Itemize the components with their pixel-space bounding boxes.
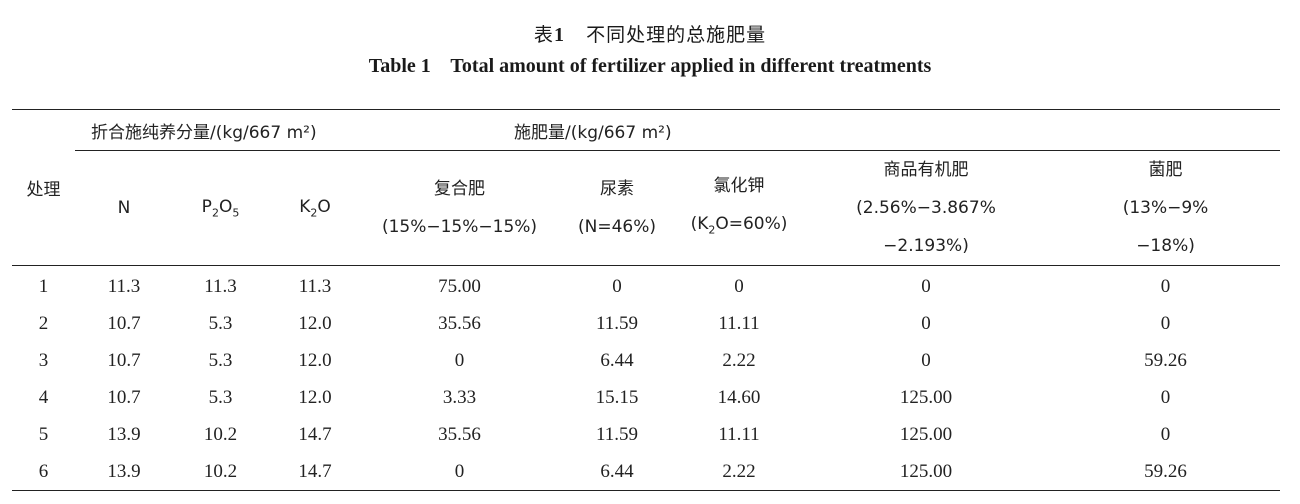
table-body: 1 11.3 11.3 11.3 75.00 0 0 0 0 2 10.7 5.3 12.0 35.56 1… xyxy=(12,266,1281,491)
table-cell: 3 xyxy=(38,349,49,371)
table-cell: 0 xyxy=(454,349,465,371)
table-cell: 0 xyxy=(1160,386,1171,408)
table-cell: 125.00 xyxy=(899,386,953,408)
table-cell: 10.7 xyxy=(107,349,141,371)
table-cell: 13.9 xyxy=(107,423,141,445)
table-cell: 11.3 xyxy=(204,275,237,297)
fertilizer-table: 处理 折合施纯养分量/(kg/667 m²) 施肥量/(kg/667 m²) N… xyxy=(12,109,1281,491)
header-group-nutrient: 折合施纯养分量/(kg/667 m²) xyxy=(75,109,362,151)
table-cell: 2.22 xyxy=(677,453,801,491)
header-potassium-chloride: 氯化钾 (K2O=60%) xyxy=(677,150,801,266)
table-title-cn: 表1 不同处理的总施肥量 xyxy=(0,20,1300,47)
table-cell: 11.3 xyxy=(107,275,141,297)
table-cell: 59.26 xyxy=(1051,453,1281,491)
table-cell: 10.2 xyxy=(173,453,268,491)
table-cell: 4 xyxy=(38,386,49,408)
table-cell: 0 xyxy=(921,312,931,334)
table-cell: 5.3 xyxy=(208,312,233,334)
table-cell: 5.3 xyxy=(208,349,233,371)
table-cell: 0 xyxy=(1160,275,1171,297)
header-p2o5: P2O5 xyxy=(173,150,268,266)
table-cell: 14.7 xyxy=(268,453,362,491)
table-cell: 6.44 xyxy=(600,349,634,371)
table-cell: 15.15 xyxy=(595,386,639,408)
table-cell: 3.33 xyxy=(442,386,477,408)
table-cell: 10.2 xyxy=(203,423,238,445)
table-row: 5 13.9 10.2 14.7 35.56 11.59 11.11 125.00 0 xyxy=(12,416,1280,453)
table-cell: 12.0 xyxy=(298,349,332,371)
table-cell: 0 xyxy=(921,275,931,297)
table-row: 1 11.3 11.3 11.3 75.00 0 0 0 0 xyxy=(12,266,1280,306)
header-organic-fertilizer: 商品有机肥 (2.56%−3.867% −2.193%) xyxy=(801,150,1051,266)
table-cell: 10.7 xyxy=(107,312,141,334)
table-cell: 6 xyxy=(12,453,75,491)
table-cell: 5.3 xyxy=(208,386,233,408)
table-cell: 0 xyxy=(734,275,744,297)
table-cell: 75.00 xyxy=(438,275,481,297)
table-row: 3 10.7 5.3 12.0 0 6.44 2.22 0 59.26 xyxy=(12,342,1280,379)
header-k2o: K2O xyxy=(268,150,362,266)
header-treatment: 处理 xyxy=(12,109,75,266)
table-row: 6 13.9 10.2 14.7 0 6.44 2.22 125.00 59.26 xyxy=(12,453,1281,491)
table-cell: 0 xyxy=(1160,312,1171,334)
table-cell: 0 xyxy=(362,453,557,491)
header-n: N xyxy=(75,150,173,266)
table-cell: 11.11 xyxy=(718,312,760,334)
table-cell: 5 xyxy=(38,423,49,445)
header-compound-fertilizer: 复合肥 (15%−15%−15%) xyxy=(362,150,557,266)
table-cell: 0 xyxy=(921,349,931,371)
table-cell: 10.7 xyxy=(107,386,141,408)
table-cell: 11.59 xyxy=(595,423,639,445)
table-cell: 35.56 xyxy=(438,423,481,445)
table-title-cn-prefix: 表 xyxy=(533,24,554,46)
table-cell: 11.59 xyxy=(595,312,639,334)
table-cell: 2 xyxy=(38,312,49,334)
table-cell: 35.56 xyxy=(438,312,481,334)
table-cell: 11.3 xyxy=(298,275,332,297)
table-cell: 125.00 xyxy=(899,423,953,445)
table-cell: 12.0 xyxy=(298,386,332,408)
table-title-cn-text: 不同处理的总施肥量 xyxy=(586,24,767,46)
table-cell: 12.0 xyxy=(298,312,332,334)
table-row: 2 10.7 5.3 12.0 35.56 11.59 11.11 0 0 xyxy=(12,305,1280,342)
table-cell: 2.22 xyxy=(722,349,756,371)
table-title-cn-number: 1 xyxy=(553,24,565,46)
header-group-fertilizer: 施肥量/(kg/667 m²) xyxy=(362,109,1281,151)
table-row: 4 10.7 5.3 12.0 3.33 15.15 14.60 125.00 0 xyxy=(12,379,1280,416)
table-cell: 125.00 xyxy=(801,453,1051,491)
header-bio-fertilizer: 菌肥 (13%−9% −18%) xyxy=(1051,150,1281,266)
table-cell: 11.11 xyxy=(718,423,760,445)
header-urea: 尿素 (N=46%) xyxy=(557,150,677,266)
table-cell: 13.9 xyxy=(75,453,173,491)
table-cell: 0 xyxy=(1160,423,1171,445)
table-cell: 1 xyxy=(38,275,49,297)
table-cell: 14.7 xyxy=(298,423,332,445)
table-cell: 14.60 xyxy=(717,386,761,408)
table-cell: 6.44 xyxy=(557,453,677,491)
table-cell: 0 xyxy=(612,275,622,297)
table-title-en: Table 1 Total amount of fertilizer appli… xyxy=(368,55,932,77)
table-cell: 59.26 xyxy=(1144,349,1187,371)
